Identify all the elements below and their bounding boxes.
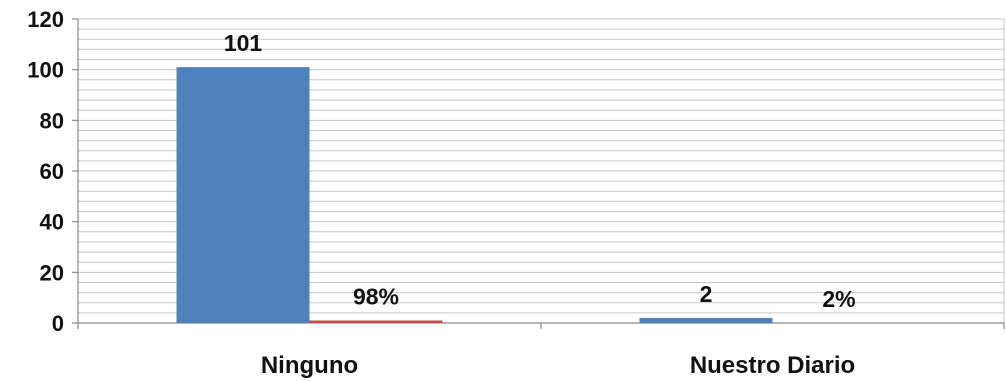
- category-label: Ninguno: [261, 352, 358, 379]
- data-label: 98%: [353, 283, 399, 309]
- bar-2-1: [309, 320, 443, 323]
- y-tick-label: 40: [40, 210, 64, 235]
- data-label: 101: [224, 30, 263, 56]
- y-axis-ticks: 0 20 40 60 80 100 120: [27, 7, 78, 336]
- y-tick-label: 60: [40, 159, 64, 184]
- y-tick-label: 80: [40, 108, 64, 133]
- data-label: 2%: [822, 286, 855, 312]
- bar-1-1: [176, 67, 310, 323]
- bars: [176, 67, 773, 323]
- data-label: 2: [700, 281, 713, 307]
- y-tick-label: 100: [27, 58, 64, 83]
- y-tick-label: 0: [52, 311, 64, 336]
- y-tick-label: 120: [27, 7, 64, 32]
- bar-1-2: [639, 317, 773, 323]
- data-labels: 101 98% 2 2%: [224, 30, 856, 312]
- category-label: Nuestro Diario: [690, 352, 855, 379]
- category-labels: Ninguno Nuestro Diario: [261, 352, 855, 379]
- y-tick-label: 20: [40, 260, 64, 285]
